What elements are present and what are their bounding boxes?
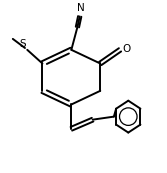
Text: N: N: [77, 3, 84, 13]
Text: S: S: [20, 39, 27, 49]
Text: O: O: [122, 44, 131, 54]
